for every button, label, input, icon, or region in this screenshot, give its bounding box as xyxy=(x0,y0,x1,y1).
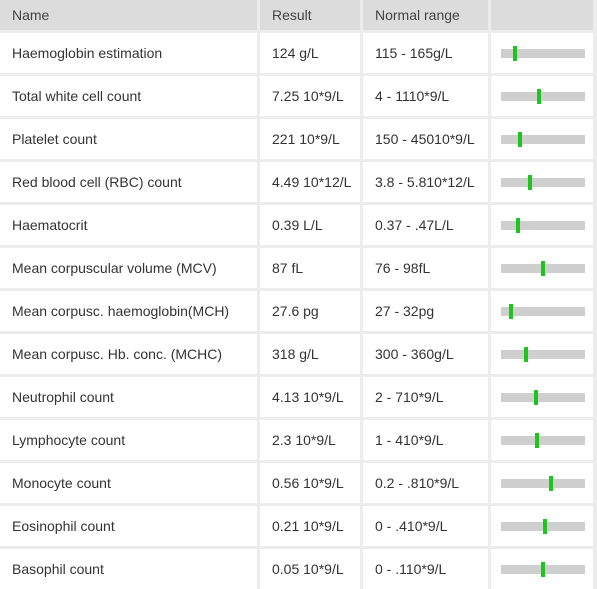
row-result: 27.6 pg xyxy=(260,291,360,331)
row-name: Haematocrit xyxy=(0,205,257,245)
row-result: 4.49 10*12/L xyxy=(260,162,360,202)
row-normal-range: 0 - .110*9/L xyxy=(363,549,488,589)
range-track xyxy=(501,131,585,147)
row-indicator xyxy=(491,33,593,73)
range-track xyxy=(501,518,585,534)
row-name: Platelet count xyxy=(0,119,257,159)
row-normal-range: 27 - 32pg xyxy=(363,291,488,331)
range-marker xyxy=(542,518,547,534)
row-normal-range: 4 - 1110*9/L xyxy=(363,76,488,116)
header-name: Name xyxy=(0,0,257,30)
row-name: Eosinophil count xyxy=(0,506,257,546)
row-result: 318 g/L xyxy=(260,334,360,374)
row-result: 2.3 10*9/L xyxy=(260,420,360,460)
row-result: 0.56 10*9/L xyxy=(260,463,360,503)
header-indicator xyxy=(491,0,593,30)
range-marker xyxy=(528,174,533,190)
range-track xyxy=(501,303,585,319)
range-marker xyxy=(541,260,545,276)
range-track xyxy=(501,260,585,276)
row-indicator xyxy=(491,463,593,503)
range-marker xyxy=(534,389,539,405)
range-track xyxy=(501,346,585,362)
range-marker xyxy=(541,561,545,577)
row-indicator xyxy=(491,420,593,460)
row-name: Neutrophil count xyxy=(0,377,257,417)
row-name: Mean corpuscular volume (MCV) xyxy=(0,248,257,288)
range-marker xyxy=(549,475,554,491)
range-track xyxy=(501,88,585,104)
row-normal-range: 1 - 410*9/L xyxy=(363,420,488,460)
row-name: Total white cell count xyxy=(0,76,257,116)
row-normal-range: 0 - .410*9/L xyxy=(363,506,488,546)
header-normal-range: Normal range xyxy=(363,0,488,30)
row-normal-range: 150 - 45010*9/L xyxy=(363,119,488,159)
row-indicator xyxy=(491,248,593,288)
row-indicator xyxy=(491,205,593,245)
row-indicator xyxy=(491,76,593,116)
row-normal-range: 0.2 - .810*9/L xyxy=(363,463,488,503)
row-name: Haemoglobin estimation xyxy=(0,33,257,73)
row-result: 4.13 10*9/L xyxy=(260,377,360,417)
range-marker xyxy=(515,217,520,233)
row-name: Mean corpusc. haemoglobin(MCH) xyxy=(0,291,257,331)
range-marker xyxy=(518,131,523,147)
row-indicator xyxy=(491,119,593,159)
range-marker xyxy=(513,45,518,61)
row-result: 0.39 L/L xyxy=(260,205,360,245)
range-marker xyxy=(535,432,540,448)
range-track xyxy=(501,475,585,491)
row-indicator xyxy=(491,549,593,589)
range-track xyxy=(501,217,585,233)
range-marker xyxy=(524,346,529,362)
row-normal-range: 300 - 360g/L xyxy=(363,334,488,374)
row-indicator xyxy=(491,291,593,331)
range-track xyxy=(501,174,585,190)
row-indicator xyxy=(491,162,593,202)
range-track xyxy=(501,389,585,405)
row-normal-range: 76 - 98fL xyxy=(363,248,488,288)
row-indicator xyxy=(491,334,593,374)
row-name: Mean corpusc. Hb. conc. (MCHC) xyxy=(0,334,257,374)
row-name: Lymphocyte count xyxy=(0,420,257,460)
row-name: Red blood cell (RBC) count xyxy=(0,162,257,202)
row-result: 124 g/L xyxy=(260,33,360,73)
row-normal-range: 3.8 - 5.810*12/L xyxy=(363,162,488,202)
row-normal-range: 2 - 710*9/L xyxy=(363,377,488,417)
row-indicator xyxy=(491,377,593,417)
row-name: Monocyte count xyxy=(0,463,257,503)
row-result: 0.21 10*9/L xyxy=(260,506,360,546)
row-name: Basophil count xyxy=(0,549,257,589)
row-indicator xyxy=(491,506,593,546)
header-result: Result xyxy=(260,0,360,30)
range-track xyxy=(501,432,585,448)
range-marker xyxy=(509,303,514,319)
row-result: 7.25 10*9/L xyxy=(260,76,360,116)
range-marker xyxy=(536,88,541,104)
range-track xyxy=(501,45,585,61)
row-result: 221 10*9/L xyxy=(260,119,360,159)
row-result: 87 fL xyxy=(260,248,360,288)
range-track xyxy=(501,561,585,577)
row-normal-range: 0.37 - .47L/L xyxy=(363,205,488,245)
row-normal-range: 115 - 165g/L xyxy=(363,33,488,73)
row-result: 0.05 10*9/L xyxy=(260,549,360,589)
